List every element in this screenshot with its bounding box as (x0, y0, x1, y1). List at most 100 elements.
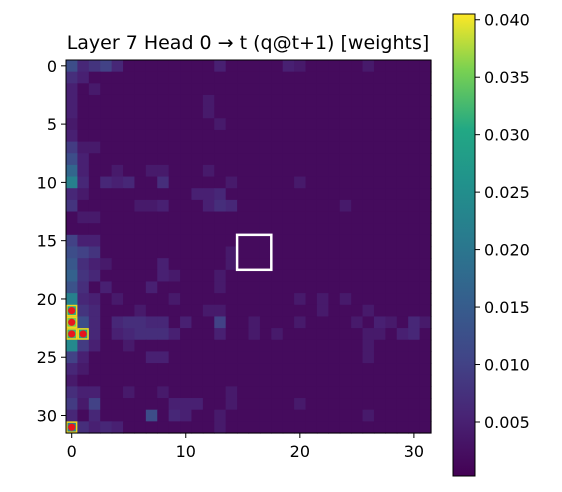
heatmap-cell (145, 234, 158, 248)
heatmap-cell (202, 234, 215, 248)
heatmap-cell (157, 223, 170, 236)
heatmap-cell (145, 339, 158, 353)
heatmap-cell (100, 164, 113, 178)
heatmap-cell (396, 234, 409, 248)
heatmap-cell (180, 269, 193, 283)
heatmap-cell (271, 281, 284, 294)
heatmap-cell (77, 258, 90, 271)
heatmap-cell (214, 106, 227, 119)
heatmap-cell (373, 398, 386, 411)
heatmap-cell (157, 304, 170, 318)
heatmap-cell (191, 118, 204, 131)
heatmap-cell (271, 83, 284, 96)
heatmap-cell (180, 199, 193, 213)
heatmap-cell (134, 153, 147, 166)
heatmap-cell (385, 258, 398, 271)
heatmap-cell (123, 153, 136, 166)
heatmap-cell (385, 129, 398, 143)
heatmap-cell (339, 293, 352, 306)
heatmap-cell (168, 409, 181, 422)
heatmap-cell (282, 71, 295, 84)
heatmap-cell (408, 188, 421, 201)
heatmap-cell (88, 153, 101, 166)
heatmap-cell (100, 71, 113, 84)
heatmap-cell (328, 199, 341, 213)
heatmap-cell (408, 398, 421, 411)
colorbar-tick-label: 0.010 (484, 356, 530, 375)
heatmap-cell (259, 71, 272, 84)
heatmap-cell (408, 363, 421, 376)
heatmap-cell (202, 258, 215, 271)
heatmap-cell (396, 129, 409, 143)
heatmap-cell (191, 269, 204, 283)
heatmap-cell (328, 164, 341, 178)
heatmap-cell (328, 398, 341, 411)
heatmap-cell (282, 223, 295, 236)
heatmap-cell (134, 386, 147, 399)
heatmap-cell (259, 106, 272, 119)
heatmap-cell (145, 199, 158, 213)
heatmap-cell (145, 328, 158, 341)
heatmap-cell (157, 339, 170, 353)
heatmap-cell (168, 211, 181, 224)
heatmap-cell (316, 164, 329, 178)
heatmap-cell (271, 129, 284, 143)
heatmap-cell (134, 293, 147, 306)
heatmap-cell (305, 269, 318, 283)
heatmap-cell (111, 386, 124, 399)
heatmap-cell (225, 374, 238, 387)
heatmap-cell (77, 234, 90, 248)
heatmap-cell (225, 60, 238, 73)
heatmap-cell (77, 316, 90, 329)
heatmap-cell (385, 386, 398, 399)
heatmap-cell (145, 398, 158, 411)
heatmap-cell (134, 176, 147, 189)
heatmap-cell (408, 153, 421, 166)
heatmap-cell (419, 164, 432, 178)
heatmap-cell (100, 106, 113, 119)
heatmap-cell (202, 129, 215, 143)
heatmap-cell (419, 106, 432, 119)
heatmap-cell (351, 176, 364, 189)
heatmap-cell (202, 281, 215, 294)
heatmap-cell (123, 211, 136, 224)
heatmap-cell (191, 71, 204, 84)
heatmap-cell (100, 339, 113, 353)
heatmap-cell (259, 293, 272, 306)
heatmap-cell (111, 118, 124, 131)
heatmap-cell (237, 141, 250, 154)
heatmap-cell (385, 94, 398, 108)
heatmap-cell (316, 258, 329, 271)
heatmap-cell (294, 293, 307, 306)
heatmap-cell (145, 386, 158, 399)
heatmap-cell (111, 94, 124, 108)
heatmap-cell (408, 316, 421, 329)
heatmap-cell (66, 374, 79, 387)
heatmap-cell (305, 398, 318, 411)
heatmap-cell (396, 211, 409, 224)
heatmap-cell (237, 83, 250, 96)
heatmap-cell (316, 129, 329, 143)
heatmap-cell (373, 304, 386, 318)
heatmap-cell (77, 363, 90, 376)
heatmap-cell (134, 141, 147, 154)
heatmap-cell (328, 211, 341, 224)
heatmap-cell (180, 106, 193, 119)
heatmap-cell (214, 328, 227, 341)
heatmap-cell (168, 141, 181, 154)
heatmap-cell (259, 374, 272, 387)
heatmap-cell (248, 398, 261, 411)
heatmap-cell (271, 118, 284, 131)
heatmap-cell (145, 188, 158, 201)
heatmap-cell (157, 94, 170, 108)
heatmap-cell (373, 60, 386, 73)
heatmap-cell (248, 293, 261, 306)
highlight-square (66, 316, 78, 329)
heatmap-cell (373, 199, 386, 213)
heatmap-cell (396, 94, 409, 108)
heatmap-cell (157, 316, 170, 329)
heatmap-cell (351, 328, 364, 341)
heatmap-cell (316, 304, 329, 318)
heatmap-cell (77, 141, 90, 154)
